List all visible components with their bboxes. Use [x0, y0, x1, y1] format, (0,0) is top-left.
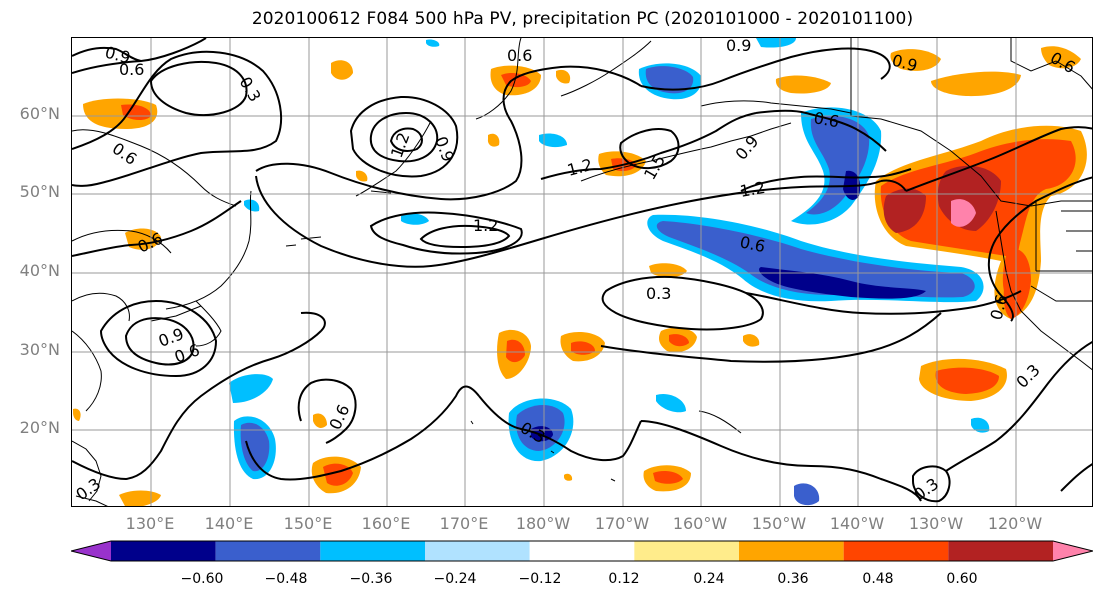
colorbar-segment: [529, 541, 635, 561]
map-canvas: 0.9 0.6 0.3 0.6 0.6 0.9 0.9 0.6 1.2 0.9 …: [72, 38, 1092, 506]
graticule: [72, 38, 1092, 506]
lon-label-150w: 150°W: [751, 514, 807, 533]
colorbar-tick-label: 0.12: [608, 571, 640, 587]
map-panel: 0.9 0.6 0.3 0.6 0.6 0.9 0.9 0.6 1.2 0.9 …: [71, 37, 1093, 507]
lon-label-160w: 160°W: [672, 514, 728, 533]
lat-label-50n: 50°N: [19, 182, 60, 201]
contour-label: 0.3: [646, 284, 671, 303]
colorbar-segment: [111, 541, 216, 561]
colorbar-segment: [1053, 541, 1093, 561]
lon-label-140e: 140°E: [204, 514, 254, 533]
precipitation-shading: [73, 38, 1087, 506]
colorbar-segments: [71, 540, 1093, 562]
contour-label: 0.9: [726, 38, 751, 55]
lon-label-160e: 160°E: [361, 514, 411, 533]
colorbar-tick-label: −0.48: [264, 571, 308, 587]
contour-label: 0.9: [431, 134, 458, 164]
contour-label: 0.6: [738, 232, 767, 256]
contour-label: 1.2: [565, 155, 595, 180]
lat-label-30n: 30°N: [19, 340, 60, 359]
colorbar-segment: [634, 541, 739, 561]
colorbar-tick-label: 0.36: [777, 571, 809, 587]
contour-label: 0.6: [325, 402, 353, 433]
contour-label: 0.9: [732, 132, 763, 164]
colorbar-tick-label: 0.24: [693, 571, 725, 587]
contour-label: 0.3: [72, 474, 104, 504]
colorbar-segment: [425, 541, 530, 561]
colorbar-segment: [739, 541, 844, 561]
colorbar-segment: [843, 541, 949, 561]
lon-label-120w: 120°W: [987, 514, 1043, 533]
colorbar-tick-label: −0.12: [518, 571, 562, 587]
contour-label: 0.6: [987, 293, 1012, 323]
lat-label-20n: 20°N: [19, 418, 60, 437]
lon-label-130e: 130°E: [125, 514, 175, 533]
lon-label-130w: 130°W: [908, 514, 964, 533]
colorbar-tick-label: −0.36: [349, 571, 393, 587]
colorbar: [71, 540, 1093, 562]
colorbar-tick-label: −0.60: [180, 571, 224, 587]
colorbar-outline: [71, 540, 1093, 562]
lon-label-170w: 170°W: [594, 514, 650, 533]
contour-label: 1.5: [640, 151, 669, 183]
lon-label-150e: 150°E: [283, 514, 333, 533]
contour-label: 0.6: [119, 60, 144, 79]
colorbar-segment: [215, 541, 321, 561]
contour-label: 0.6: [109, 139, 141, 169]
colorbar-segment: [71, 541, 111, 561]
contour-label: 0.3: [236, 74, 265, 106]
lon-label-140w: 140°W: [829, 514, 885, 533]
contour-label: 1.2: [738, 178, 766, 201]
lon-label-180w: 180°W: [515, 514, 571, 533]
contour-label: 0.3: [1012, 360, 1043, 391]
colorbar-segment: [320, 541, 425, 561]
lon-label-170e: 170°E: [439, 514, 489, 533]
colorbar-tick-label: −0.24: [433, 571, 477, 587]
colorbar-tick-label: 0.60: [946, 571, 978, 587]
lat-label-40n: 40°N: [19, 261, 60, 280]
colorbar-segment: [948, 541, 1053, 561]
map-title: 2020100612 F084 500 hPa PV, precipitatio…: [251, 9, 914, 29]
colorbar-tick-label: 0.48: [862, 571, 894, 587]
contour-label: 1.2: [473, 216, 498, 235]
contour-label: 0.6: [507, 46, 532, 65]
contour-label: 0.6: [812, 108, 840, 131]
pv-contours: [72, 38, 1092, 503]
lat-label-60n: 60°N: [19, 104, 60, 123]
